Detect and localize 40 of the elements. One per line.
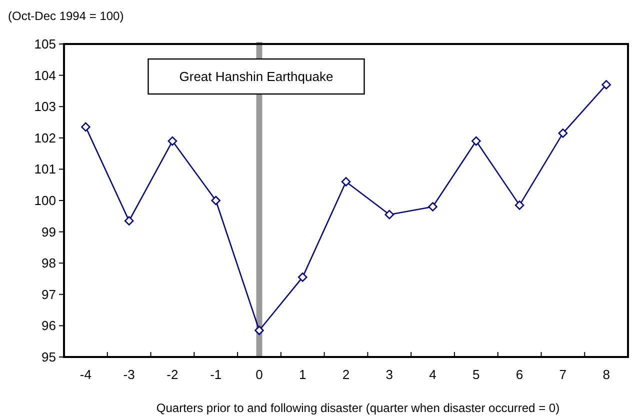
y-tick-label: 96	[42, 318, 56, 334]
point	[428, 202, 438, 212]
point	[341, 177, 351, 186]
ref-line-label: Great Hanshin Earthquake	[179, 69, 334, 84]
point	[558, 128, 568, 138]
x-tick-label: 5	[472, 367, 480, 382]
point	[168, 136, 178, 146]
point	[602, 80, 611, 90]
point	[124, 216, 134, 226]
point	[211, 196, 220, 206]
x-tick-label: 3	[386, 367, 393, 382]
x-tick-label: -4	[80, 367, 92, 382]
x-tick-label: -3	[123, 367, 135, 382]
y-tick-label: 98	[42, 256, 56, 271]
x-tick-label: 8	[602, 367, 610, 382]
x-tick-label: 6	[516, 367, 524, 382]
y-tick-label: 104	[34, 68, 56, 83]
y-tick-label: 102	[34, 130, 56, 146]
x-axis-title: Quarters prior to and following disaster (quarter when disaster occurred = 0)	[156, 401, 560, 415]
point	[254, 326, 264, 336]
point	[472, 136, 481, 146]
x-tick-label: -2	[166, 367, 178, 382]
y-tick-label: 97	[42, 286, 56, 302]
point	[298, 272, 308, 282]
x-tick-label: 1	[299, 367, 306, 382]
y-tick-label: 100	[34, 193, 56, 208]
y-tick-label: 101	[34, 162, 56, 177]
x-tick-label: 7	[559, 367, 567, 382]
x-tick-label: 4	[429, 367, 436, 382]
y-tick-label: 103	[34, 99, 56, 114]
x-tick-label: 0	[256, 367, 263, 382]
point	[81, 122, 90, 132]
y-tick-label: 99	[42, 224, 56, 240]
y-tick-label: 105	[34, 36, 56, 52]
x-tick-label: -1	[210, 367, 222, 382]
y-tick-label: 95	[42, 350, 56, 364]
point	[384, 210, 394, 220]
x-tick-label: 2	[342, 367, 350, 382]
point	[514, 200, 524, 210]
y-axis-title: (Oct-Dec 1994 = 100)	[8, 9, 124, 23]
